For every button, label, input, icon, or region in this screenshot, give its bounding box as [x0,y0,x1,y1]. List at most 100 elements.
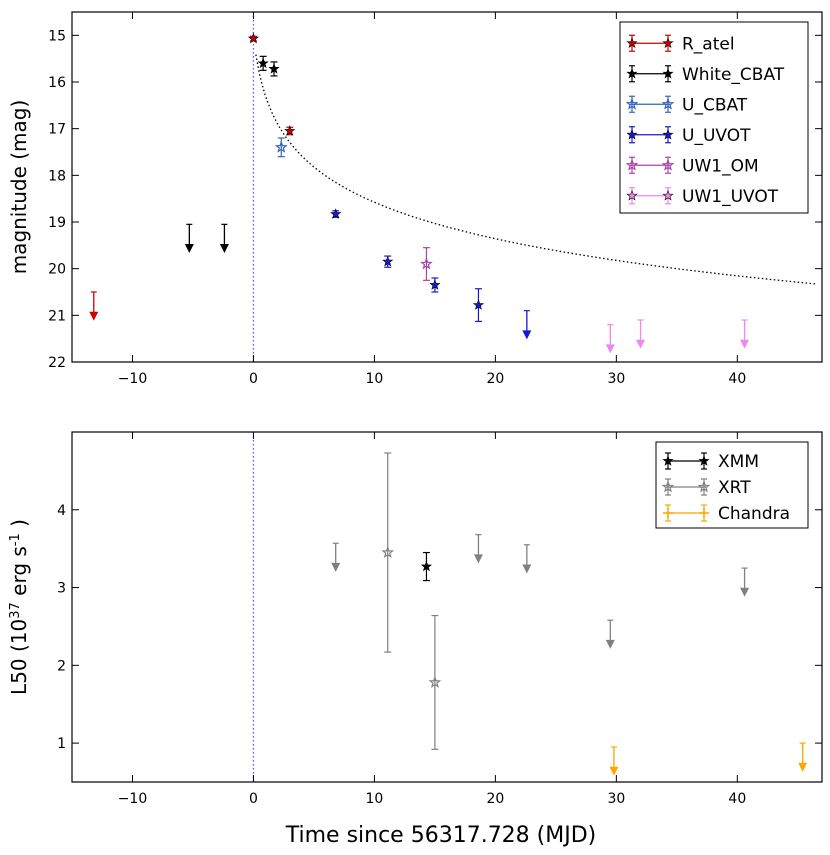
legend-entry: UW1_UVOT [626,187,779,207]
legend-marker [662,455,674,466]
x-tick-label: 10 [366,371,384,387]
legend-marker [626,128,638,140]
legend-marker [662,189,674,201]
legend-marker [625,158,639,171]
data-point [472,299,485,310]
legend-marker [661,480,675,493]
errorbar [422,247,430,281]
series-r-atel [89,32,296,321]
x-tick-label: 10 [366,791,384,807]
y-tick-label: 1 [57,736,66,752]
legend-label: R_atel [682,34,735,54]
mag-plot-area [89,12,816,362]
legend-label: Chandra [718,504,790,524]
series-xmm [420,551,433,582]
x-tick-label: 0 [249,371,258,387]
x-tick-label: 20 [486,371,504,387]
y-tick-label: 17 [48,122,66,138]
y-tick-label: 20 [48,262,66,278]
series-u-uvot [330,208,532,340]
upper-limit-arrow [219,223,229,254]
series-chandra [609,742,808,776]
legend-marker [697,480,711,493]
legend-marker [661,158,675,171]
series-uw1-om [420,247,433,281]
lum-legend: XMM XRT Chandra [655,441,809,529]
series-u-cbat [274,137,288,158]
data-point [247,32,260,44]
y-tick-label: 22 [48,355,66,371]
lum-frame [71,431,823,783]
errorbar [431,614,439,750]
legend-marker [626,189,638,201]
upper-limit-arrow [522,310,532,340]
series-xrt [331,452,750,750]
legend-label: XMM [718,452,759,472]
legend-label: UW1_OM [682,156,759,176]
upper-limit-arrow [89,291,99,321]
luminosity-panel: −10 0 10 20 30 40 1 2 3 4 L50 (1037 erg s-1 ) XMM XR… [7,431,823,807]
legend-label: XRT [718,478,751,498]
legend-entry: XMM [662,452,759,472]
legend-marker [662,37,674,48]
legend-marker [698,455,710,466]
legend-label: UW1_UVOT [682,187,779,207]
data-point [420,560,433,572]
x-tick-label: −10 [118,371,148,387]
upper-limit-arrow [740,567,750,597]
legend-marker [626,37,638,48]
upper-limit-arrow [605,619,615,649]
upper-limit-arrow [740,319,750,349]
magnitude-panel: −10 0 10 20 30 40 15 16 17 18 19 20 21 22 magnitude (m… [7,11,823,387]
y-tick-label: 3 [57,581,66,597]
x-tick-label: 30 [607,371,625,387]
legend-marker [699,508,709,518]
x-tick-label: 40 [728,791,746,807]
y-tick-label: 16 [48,75,66,91]
y-tick-label: 18 [48,168,66,184]
legend-entry: Chandra [663,504,790,524]
fit-curve [255,54,816,285]
legend-frame [619,21,809,214]
upper-limit-arrow [609,746,619,776]
legend-entry: XRT [661,478,751,498]
upper-limit-arrow [522,544,532,574]
data-point [257,57,269,69]
series-uw1-uvot [605,319,750,354]
upper-limit-arrow [798,742,808,772]
x-tick-label: 30 [607,791,625,807]
x-tick-label: 40 [728,371,746,387]
errorbar [384,452,392,653]
upper-limit-arrow [605,324,615,354]
x-tick-label: 0 [249,791,258,807]
data-point [420,257,433,270]
legend-entry: U_CBAT [625,95,748,115]
data-point [268,63,280,74]
y-tick-label: 21 [48,308,66,324]
lum-plot-area [252,432,808,782]
series-white-cbat [184,55,280,254]
legend-label: U_UVOT [682,126,751,146]
legend-marker [662,67,674,79]
y-tick-label: 19 [48,215,66,231]
legend-frame [655,441,809,529]
upper-limit-arrow [184,223,194,254]
data-point [428,675,442,688]
data-point [274,140,288,153]
legend-entry: U_UVOT [626,126,751,146]
mag-y-axis-label: magnitude (mag) [7,100,31,275]
lum-y-axis-label: L50 (1037 erg s-1 ) [7,519,31,695]
legend-entry: UW1_OM [625,156,759,176]
legend-marker [661,97,675,110]
data-point [381,545,395,558]
legend-label: White_CBAT [682,65,785,85]
mag-frame [71,11,823,363]
data-point [330,208,342,219]
upper-limit-arrow [636,319,646,349]
legend-marker [626,67,638,79]
y-tick-label: 15 [48,28,66,44]
x-tick-label: 20 [486,791,504,807]
x-tick-label: −10 [118,791,148,807]
mag-legend: R_atel White_CBAT U_CBAT U_UVOT UW1_OM UW1_UV… [619,21,809,214]
